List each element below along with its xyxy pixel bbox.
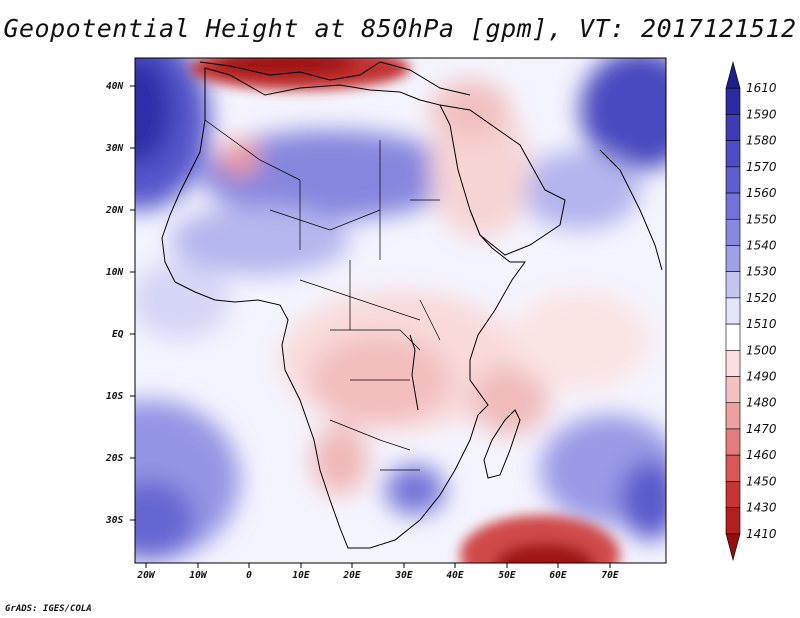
colorbar-swatch: [725, 192, 741, 220]
colorbar-level-label: 1480: [746, 396, 777, 410]
lat-label-40n: 40N: [106, 81, 123, 92]
arabia-coastline: [439, 104, 566, 256]
colorbar-swatch: [725, 166, 741, 194]
lon-label-10w: 10W: [189, 570, 207, 581]
lat-label-30s: 30S: [105, 515, 123, 526]
colorbar-level-label: 1540: [746, 238, 777, 252]
lon-label-10e: 10E: [292, 570, 309, 581]
colorbar-level-label: 1520: [746, 291, 777, 305]
colorbar-swatch: [725, 87, 741, 115]
north-atlantic-core: [135, 58, 173, 165]
europe-coast: [199, 61, 471, 96]
lat-label-10n: 10N: [106, 267, 123, 278]
lat-label-eq: EQ: [112, 329, 124, 340]
india-coast: [599, 149, 663, 271]
lon-label-40e: 40E: [446, 570, 463, 581]
lon-label-20e: 20E: [342, 570, 360, 581]
colorbar-level-label: 1450: [746, 474, 777, 488]
grads-credit: GrADS: IGES/COLA: [5, 604, 92, 614]
plot-frame: [134, 57, 667, 564]
lat-label-20s: 20S: [105, 453, 123, 464]
colorbar-swatch: [725, 376, 741, 404]
colorbar-level-label: 1550: [746, 212, 777, 226]
colorbar-swatch: [725, 507, 741, 535]
colorbar-swatch: [725, 481, 741, 508]
colorbar-swatch: [725, 428, 741, 456]
lakes: [409, 334, 419, 411]
colorbar-swatch: [725, 454, 741, 482]
coastlines: [161, 61, 663, 549]
colorbar-swatch: [725, 297, 741, 325]
lat-label-20n: 20N: [105, 205, 123, 216]
colorbar-swatch: [725, 533, 741, 562]
lon-label-20w: 20W: [136, 570, 155, 581]
colorbar-level-label: 1590: [746, 107, 777, 121]
lat-label-30n: 30N: [105, 143, 123, 154]
lat-label-10s: 10S: [106, 391, 123, 402]
lon-label-30e: 30E: [394, 570, 412, 581]
longitude-axis: 20W 10W 0 10E 20E 30E 40E 50E 60E 70E: [136, 563, 619, 581]
colorbar-level-label: 1570: [746, 160, 777, 174]
south-atlantic-core: [135, 480, 195, 560]
map-title: Geopotential Height at 850hPa [gpm], VT:…: [3, 14, 797, 43]
colorbar-level-label: 1460: [746, 448, 777, 462]
colorbar-level-label: 1530: [746, 265, 777, 279]
africa-coastline: [161, 67, 526, 549]
mediterranean-low-core: [215, 58, 355, 76]
colorbar-swatch: [725, 402, 741, 430]
colorbar-level-label: 1580: [746, 134, 777, 148]
colorbar-swatch: [725, 323, 741, 351]
sw-indian-high-core: [620, 460, 666, 540]
strong-lows: [190, 58, 620, 563]
colorbar-swatch: [725, 271, 741, 299]
colorbar-swatch: [725, 60, 741, 89]
madagascar-coastline: [483, 409, 521, 479]
colorbar-swatch: [725, 218, 741, 246]
colorbar-level-label: 1410: [746, 527, 777, 541]
field-shading: [135, 58, 666, 563]
lon-label-60e: 60E: [549, 570, 566, 581]
morocco-low: [220, 140, 260, 176]
asia-high: [580, 58, 666, 170]
kalahari-low: [312, 425, 368, 495]
colorbar-swatch: [725, 350, 741, 377]
lon-label-0: 0: [246, 570, 252, 581]
sahara-high: [200, 130, 460, 220]
colorbar-level-label: 1510: [746, 317, 777, 331]
indian-ocean-weak-low: [510, 290, 650, 390]
colorbar-level-label: 1430: [746, 501, 777, 515]
colorbar: 1610 1590 1580 1570 1560 1550 1540 1530 1520 1510…: [725, 60, 777, 562]
lon-label-70e: 70E: [601, 570, 618, 581]
arabian-sea-high: [520, 150, 640, 230]
colorbar-level-label: 1470: [746, 422, 777, 436]
colorbar-level-label: 1500: [746, 343, 777, 357]
tropical-atlantic: [135, 260, 230, 340]
colorbar-level-label: 1560: [746, 186, 777, 200]
colorbar-swatch: [725, 245, 741, 272]
southern-ocean-low-core: [495, 543, 595, 563]
lon-label-50e: 50E: [498, 570, 515, 581]
country-borders: [204, 119, 441, 471]
colorbar-swatch: [725, 140, 741, 168]
height-field-blobs: [135, 58, 666, 560]
mozambique-low: [470, 365, 550, 435]
colorbar-level-label: 1610: [746, 81, 777, 95]
colorbar-level-label: 1490: [746, 370, 777, 384]
sahel-high: [170, 205, 350, 275]
south-africa-high: [385, 465, 445, 515]
latitude-axis: 40N 30N 20N 10N EQ 10S 20S 30S: [105, 81, 135, 526]
colorbar-swatch: [725, 114, 741, 141]
